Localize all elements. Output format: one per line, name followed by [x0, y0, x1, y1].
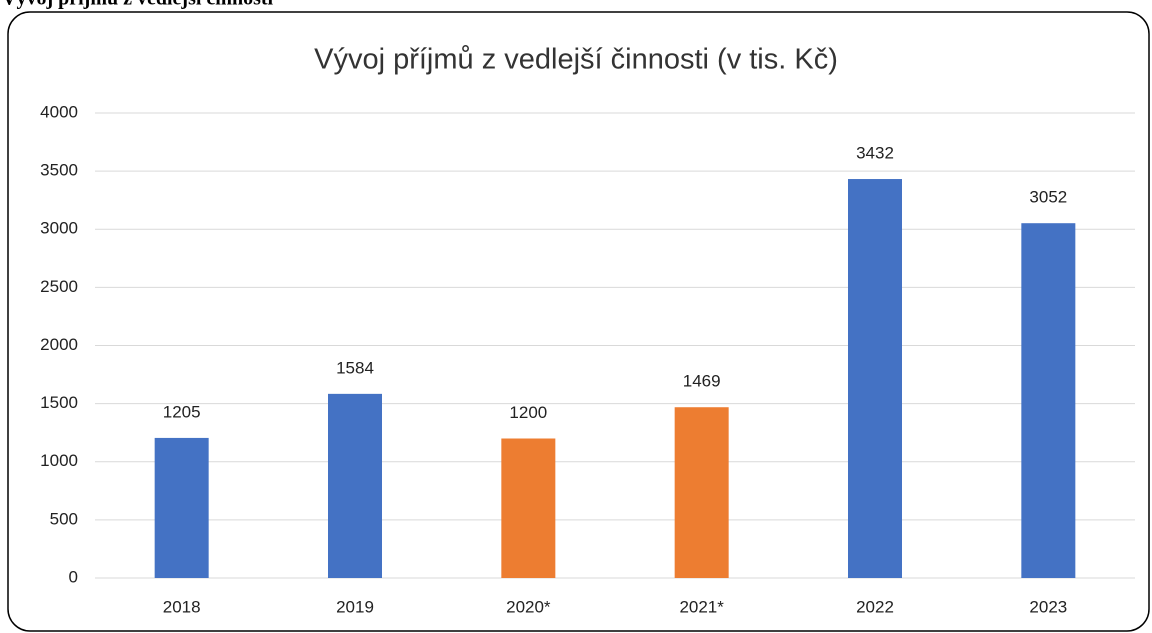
y-tick-label: 1500 — [40, 393, 78, 412]
chart-title: Vývoj příjmů z vedlejší činnosti (v tis.… — [314, 44, 838, 76]
bar — [328, 393, 382, 578]
bar — [848, 179, 902, 578]
bar — [501, 438, 556, 578]
x-tick-label: 2020* — [506, 597, 551, 616]
data-label: 1205 — [163, 402, 201, 421]
data-label: 1200 — [509, 403, 547, 422]
data-label: 1469 — [683, 372, 721, 391]
x-tick-label: 2018 — [163, 597, 201, 616]
y-tick-label: 2500 — [40, 277, 78, 296]
bar — [674, 407, 729, 578]
data-label: 3432 — [856, 144, 894, 163]
bar — [154, 437, 209, 578]
y-tick-label: 500 — [50, 509, 78, 528]
heading: Vývoj příjmů z vedlejší činnosti — [2, 0, 274, 10]
y-tick-label: 0 — [69, 567, 78, 586]
y-tick-label: 2000 — [40, 335, 78, 354]
y-tick-label: 1000 — [40, 451, 78, 470]
x-tick-label: 2021* — [679, 597, 724, 616]
data-label: 3052 — [1029, 188, 1067, 207]
y-tick-label: 3000 — [40, 219, 78, 238]
x-tick-label: 2023 — [1029, 597, 1067, 616]
data-label: 1584 — [336, 358, 374, 377]
y-tick-label: 3500 — [40, 161, 78, 180]
x-tick-label: 2022 — [856, 597, 894, 616]
x-tick-label: 2019 — [336, 597, 374, 616]
y-tick-label: 4000 — [40, 102, 78, 121]
bar — [1021, 223, 1076, 578]
